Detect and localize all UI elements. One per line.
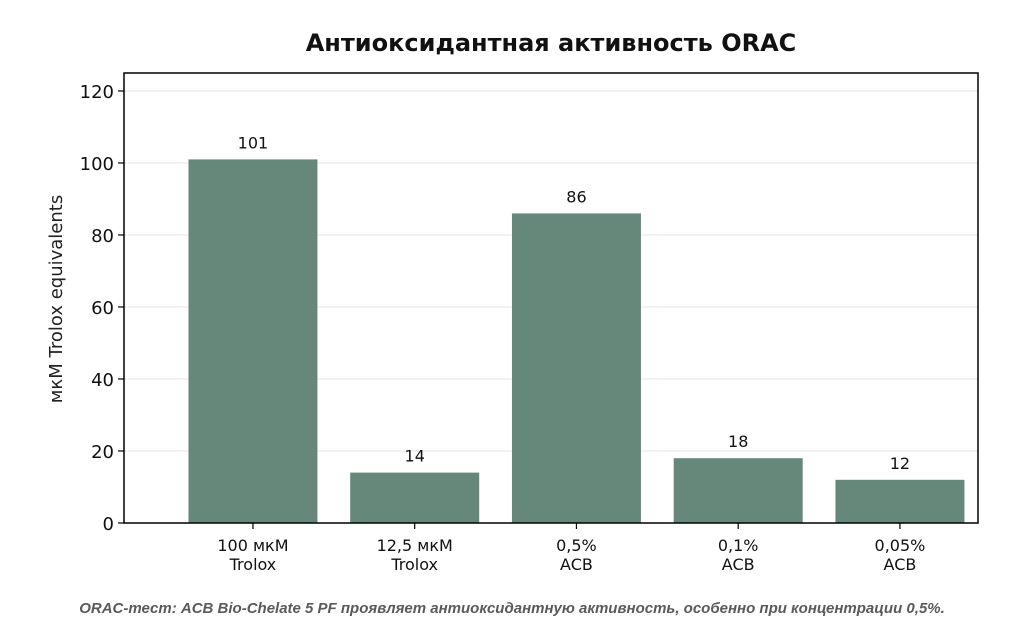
x-tick-label: 12,5 мкМ — [377, 536, 453, 555]
y-tick-label: 0 — [103, 514, 114, 535]
y-axis-ticks: 0 20 40 60 80 100 120 — [80, 82, 124, 535]
x-tick-label: ACB — [722, 555, 755, 574]
data-label: 14 — [405, 447, 425, 466]
bar-chart: Антиоксидантная активность ORAC мкМ Trol… — [46, 29, 979, 574]
x-tick-label: ACB — [884, 555, 917, 574]
bar — [350, 472, 480, 523]
y-tick-label: 100 — [80, 154, 114, 175]
bar — [835, 479, 965, 523]
y-tick-label: 120 — [80, 82, 114, 103]
y-axis-label: мкМ Trolox equivalents — [46, 195, 67, 403]
data-label: 18 — [728, 432, 748, 451]
data-labels-group: 101 14 86 18 12 — [238, 133, 910, 472]
x-tick-label: Trolox — [390, 555, 438, 574]
bar — [673, 458, 803, 523]
chart-caption: ORAC-тест: ACB Bio-Chelate 5 PF проявляе… — [79, 600, 945, 617]
x-tick-label: 0,5% — [556, 536, 597, 555]
data-label: 86 — [566, 187, 586, 206]
chart-title: Антиоксидантная активность ORAC — [306, 29, 797, 57]
y-tick-label: 20 — [91, 442, 114, 463]
bar — [188, 159, 318, 523]
plot-frame — [123, 72, 979, 524]
x-tick-label: Trolox — [229, 555, 277, 574]
bars-group — [188, 159, 965, 523]
x-tick-label: ACB — [560, 555, 593, 574]
data-label: 101 — [238, 133, 269, 152]
data-label: 12 — [890, 454, 910, 473]
y-tick-label: 40 — [91, 370, 114, 391]
y-tick-label: 60 — [91, 298, 114, 319]
bar — [511, 213, 641, 523]
x-tick-label: 100 мкМ — [217, 536, 288, 555]
x-tick-label: 0,05% — [875, 536, 926, 555]
y-tick-label: 80 — [91, 226, 114, 247]
x-tick-label: 0,1% — [718, 536, 759, 555]
